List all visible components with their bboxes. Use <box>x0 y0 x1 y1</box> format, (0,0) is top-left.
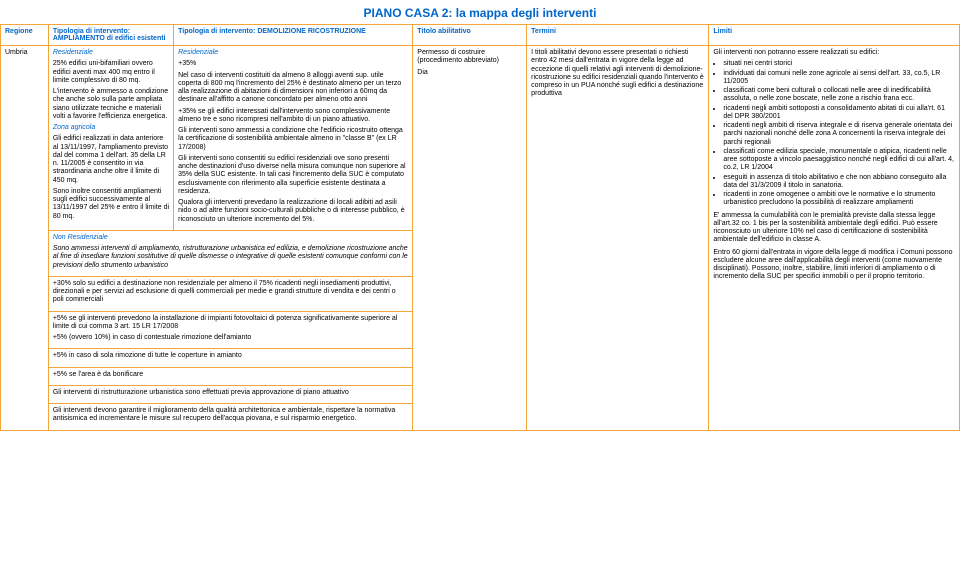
nonres-cell-3: +5% se gli interventi prevedono la insta… <box>48 311 412 349</box>
bottom-cell-2: Gli interventi devono garantire il migli… <box>48 404 412 431</box>
nonres-p2: +30% solo su edifici a destinazione non … <box>53 280 408 305</box>
nonres-cell-4: +5% in caso di sola rimozione di tutte l… <box>48 349 412 367</box>
limiti-list: situati nei centri storici individuati d… <box>713 60 955 207</box>
cell-demolizione: Residenziale +35% Nel caso di interventi… <box>174 46 413 231</box>
limiti-p2: E' ammessa la cumulabilità con le premia… <box>713 212 955 245</box>
th-ampliamento: Tipologia di intervento: AMPLIAMENTO di … <box>48 25 173 46</box>
dem-p1: +35% <box>178 60 408 68</box>
th-regione: Regione <box>1 25 49 46</box>
cell-limiti: Gli interventi non potranno essere reali… <box>709 46 960 431</box>
nonres-cell-1: Non Residenziale Sono ammessi interventi… <box>48 230 412 276</box>
dem-p2: Nel caso di interventi costituiti da alm… <box>178 72 408 105</box>
bottom-cell-1: Gli interventi di ristrutturazione urban… <box>48 385 412 403</box>
limiti-li8: ricadenti in zone omogenee o ambiti ove … <box>723 191 955 208</box>
titolo-p2: Dia <box>417 69 522 77</box>
cell-titolo: Permesso di costruire (procedimento abbr… <box>413 46 527 231</box>
nonres-p4: +5% in caso di sola rimozione di tutte l… <box>53 352 408 360</box>
nonres-p1: Sono ammessi interventi di ampliamento, … <box>53 245 408 270</box>
amp-residenziale-h: Residenziale <box>53 49 169 57</box>
nonres-p3: +5% se gli interventi prevedono la insta… <box>53 315 408 332</box>
dem-residenziale-h: Residenziale <box>178 49 408 57</box>
interventi-table: Regione Tipologia di intervento: AMPLIAM… <box>0 24 960 431</box>
nonres-h: Non Residenziale <box>53 234 408 242</box>
limiti-p3: Entro 60 giorni dall'entrata in vigore d… <box>713 249 955 282</box>
bottom-p1: Gli interventi di ristrutturazione urban… <box>53 389 408 397</box>
limiti-li4: ricadenti negli ambiti sottoposti a cons… <box>723 105 955 122</box>
dem-p6: Qualora gli interventi prevedano la real… <box>178 199 408 224</box>
nonres-cell-2: +30% solo su edifici a destinazione non … <box>48 276 412 311</box>
amp-p4: Sono inoltre consentiti ampliamenti sugl… <box>53 188 169 221</box>
amp-p3: Gli edifici realizzati in data anteriore… <box>53 135 169 185</box>
table-row: Umbria Residenziale 25% edifici uni-bifa… <box>1 46 960 231</box>
limiti-li1: situati nei centri storici <box>723 60 955 68</box>
cell-termini: I titoli abilitativi devono essere prese… <box>527 46 709 231</box>
titolo-p1: Permesso di costruire (procedimento abbr… <box>417 49 522 66</box>
dem-p4: Gli interventi sono ammessi a condizione… <box>178 127 408 152</box>
th-termini: Termini <box>527 25 709 46</box>
page-title: PIANO CASA 2: la mappa degli interventi <box>0 0 960 24</box>
limiti-intro: Gli interventi non potranno essere reali… <box>713 49 955 57</box>
termini-p1: I titoli abilitativi devono essere prese… <box>531 49 704 99</box>
th-demolizione: Tipologia di intervento: DEMOLIZIONE RIC… <box>174 25 413 46</box>
limiti-li2: individuati dai comuni nelle zone agrico… <box>723 70 955 87</box>
amp-zona-h: Zona agricola <box>53 124 169 132</box>
limiti-li7: eseguiti in assenza di titolo abilitativ… <box>723 174 955 191</box>
limiti-li3: classificati come beni culturali o collo… <box>723 87 955 104</box>
amp-p2: L'intervento è ammesso a condizione che … <box>53 88 169 121</box>
th-titolo: Titolo abilitativo <box>413 25 527 46</box>
nonres-p3b: +5% (ovvero 10%) in caso di contestuale … <box>53 334 408 342</box>
dem-p3: +35% se gli edifici interessati dall'int… <box>178 108 408 125</box>
th-limiti: Limiti <box>709 25 960 46</box>
cell-ampliamento: Residenziale 25% edifici uni-bifamiliari… <box>48 46 173 231</box>
limiti-li5: ricadenti negli ambiti di riserva integr… <box>723 122 955 147</box>
nonres-cell-5: +5% se l'area è da bonificare <box>48 367 412 385</box>
dem-p5: Gli interventi sono consentiti su edific… <box>178 155 408 196</box>
cell-regione: Umbria <box>1 46 49 231</box>
limiti-li6: classificati come edilizia speciale, mon… <box>723 148 955 173</box>
table-header-row: Regione Tipologia di intervento: AMPLIAM… <box>1 25 960 46</box>
amp-p1: 25% edifici uni-bifamiliari ovvero edifi… <box>53 60 169 85</box>
bottom-p2: Gli interventi devono garantire il migli… <box>53 407 408 424</box>
nonres-p5: +5% se l'area è da bonificare <box>53 371 408 379</box>
